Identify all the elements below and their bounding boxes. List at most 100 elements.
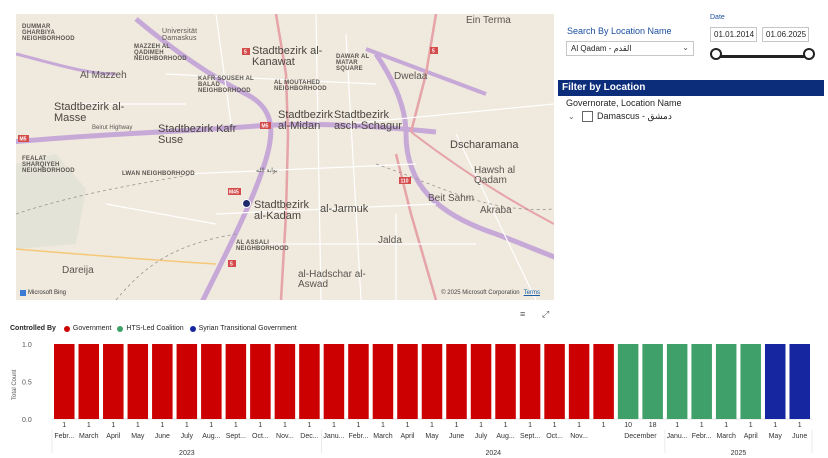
bar-data-label: 1 [479,422,483,429]
map-label-kafr-suse: Stadtbezirk Kafr Suse [158,123,237,146]
bar [421,344,443,419]
map-label-dawar-matar: DAWAR AL MATAR SQUARE [336,54,370,72]
checkbox[interactable] [582,111,593,122]
x-tick-label: May [425,433,439,440]
map-label-bawabat: بوابة الله [256,168,278,174]
svg-text:5: 5 [244,50,247,56]
chart-legend: Controlled By Government HTS-Led Coaliti… [10,325,297,332]
bar [176,344,198,419]
bar [789,344,810,419]
bar-data-label: 1 [283,422,287,429]
bar-data-label: 1 [504,422,508,429]
map-label-jalda: Jalda [378,235,402,246]
date-slider-end-handle[interactable] [803,48,815,60]
map-label-al-assali: AL ASSALI NEIGHBORHOOD [236,240,289,252]
start-date-input[interactable]: 01.01.2014 [710,27,757,42]
legend-item-stg[interactable]: Syrian Transitional Government [198,325,297,332]
x-tick-label: Janu... [667,433,688,440]
bar [642,344,663,419]
svg-text:M5: M5 [20,137,27,143]
year-label: 2023 [179,450,195,457]
bar-data-label: 1 [160,422,164,429]
bar-data-label: 1 [749,422,753,429]
legend-item-hts[interactable]: HTS-Led Coalition [126,325,184,332]
location-map[interactable]: M5 5 M5 5 M45 110 5 DUMMAR GHARBIYA NEIG… [16,14,554,300]
bar [103,344,124,419]
bar-data-label: 1 [553,422,557,429]
x-tick-label: April [400,433,414,440]
map-label-universitaet: Universität Damaskus [162,28,198,42]
location-marker[interactable] [242,199,251,208]
map-label-hawsh-al-qadam: Hawsh al Qadam [474,165,516,186]
x-tick-label: May [769,433,783,440]
x-tick-label: Febr... [692,433,712,440]
x-tick-label: July [181,433,194,440]
x-tick-label: Dec... [300,433,318,440]
bar-data-label: 1 [209,422,213,429]
y-tick-label: 1.0 [22,342,32,349]
bar [715,344,737,419]
bar [274,344,296,419]
filter-subheader: Governorate, Location Name [566,98,682,108]
svg-text:M5: M5 [262,124,269,130]
bar-data-label: 1 [773,422,777,429]
bar [299,344,320,419]
map-label-al-hadschar: al-Hadschar al-Aswad [298,269,366,290]
filter-icon[interactable]: ≡ [520,309,526,319]
location-dropdown[interactable]: Al Qadam - القدم ⌄ [566,41,694,56]
map-label-al-kadam: Stadtbezirk al-Kadam [254,199,310,222]
bar-data-label: 1 [675,422,679,429]
map-label-fealat: FEALAT SHARQIYEH NEIGHBORHOOD [22,156,75,174]
map-terms-link[interactable]: Terms [523,290,540,296]
map-roads: M5 5 M5 5 M45 110 5 [16,14,554,300]
bar-data-label: 1 [87,422,91,429]
search-title: Search By Location Name [567,26,672,36]
x-tick-label: Oct... [252,433,269,440]
y-tick-label: 0.0 [22,417,32,424]
bar [54,344,75,419]
bar-data-label: 1 [258,422,262,429]
bar [691,344,712,419]
expand-icon[interactable]: ⤢ [542,309,550,319]
bar [323,344,345,419]
map-label-akraba: Akraba [480,205,512,216]
bar-data-label: 1 [528,422,532,429]
end-date-input[interactable]: 01.06.2025 [762,27,809,42]
x-tick-label: March [716,433,736,440]
bar [225,344,247,419]
x-tick-label: April [744,433,758,440]
filter-item-damascus[interactable]: ⌄ Damascus - دمشق [568,111,672,122]
map-label-mazzeh-al-qadimeh: MAZZEH AL QADIMEH NEIGHBORHOOD [134,44,187,62]
map-label-ein-terma: Ein Terma [466,15,511,26]
filter-item-label: Damascus - دمشق [597,111,672,121]
filter-header: Filter by Location [558,80,824,96]
x-tick-label: Febr... [54,433,74,440]
x-tick-label: Nov... [276,433,294,440]
map-label-beit-sahm: Beit Sahm [428,193,475,204]
bar-data-label: 1 [798,422,802,429]
date-title: Date [710,14,725,21]
legend-item-government[interactable]: Government [72,325,112,332]
bar-data-label: 1 [356,422,360,429]
bar-data-label: 1 [455,422,459,429]
map-label-al-moutahed: AL MOUTAHED NEIGHBORHOOD [274,80,327,92]
bar [568,344,590,419]
map-label-al-kanawat: Stadtbezirk al-Kanawat [252,45,323,68]
bar [372,344,394,419]
location-dropdown-value: Al Qadam - القدم [571,44,632,53]
map-label-kafr-sousseh: KAFR SOUSEH AL BALAD NEIGHBORHOOD [198,76,254,94]
bar [446,344,467,419]
svg-text:5: 5 [230,262,233,268]
x-tick-label: Sept... [226,433,246,440]
bar-data-label: 1 [111,422,115,429]
bar [470,344,492,419]
chevron-down-icon[interactable]: ⌄ [682,43,689,52]
date-slider-start-handle[interactable] [710,48,722,60]
bar-data-label: 1 [307,422,311,429]
chevron-down-icon[interactable]: ⌄ [568,112,575,121]
x-tick-label: June [792,433,807,440]
legend-title: Controlled By [10,325,56,332]
x-tick-label: July [475,433,488,440]
date-slider-track[interactable] [716,55,812,58]
bing-logo-text: Microsoft Bing [28,290,67,296]
